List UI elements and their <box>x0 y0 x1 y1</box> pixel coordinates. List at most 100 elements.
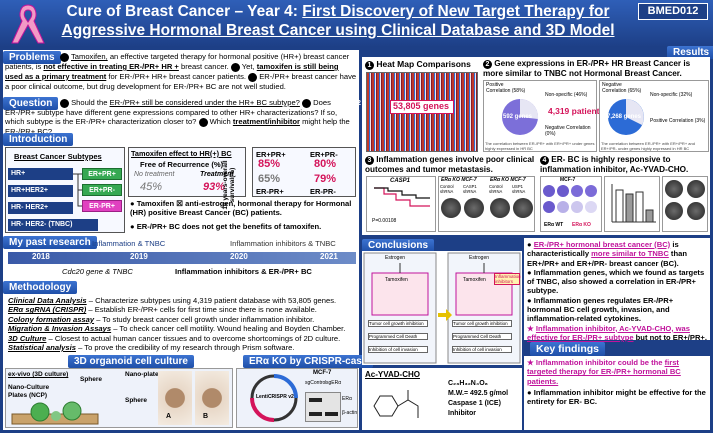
western-lane-2: sgERα <box>326 380 342 386</box>
colony-well <box>543 201 555 213</box>
method-row: ERα sgRNA (CRISPR) – Establish ER-/PR+ c… <box>8 305 317 315</box>
band-label-actin: β-actin <box>342 410 358 416</box>
ex-vivo-label: ex-vivo (3D culture) <box>8 371 69 378</box>
intro-bullet-2: ● ER-/PR+ BC does not get the benefits o… <box>130 222 322 231</box>
diagram-death-2: Programmed Cell Death <box>452 333 512 340</box>
colony-ko-label: ERα KO <box>572 222 591 228</box>
invasion-well-2 <box>464 198 484 218</box>
invasion-well-4 <box>513 198 533 218</box>
poster-title: Cure of Breast Cancer – Year 4: First Di… <box>61 3 615 39</box>
conclusions-label: Conclusions <box>362 239 435 252</box>
subtype-hr-pos: HR+ <box>8 168 73 180</box>
pie-figure-1 <box>483 80 597 152</box>
km-plot <box>366 176 436 232</box>
diagram-inhib-1: Inhibition of cell invasion <box>368 346 428 353</box>
micrograph-a <box>158 371 192 425</box>
drug-mw: M.W.= 492.5 g/mol <box>448 390 509 397</box>
colony-bar-chart <box>611 184 656 223</box>
result-4-title: 4 ER- BC is highly responsive to inflamm… <box>540 155 689 174</box>
subtypes-title: Breast Cancer Subtypes <box>14 152 102 161</box>
branch-er-neg-pr-pos: ER-PR+ <box>82 200 122 212</box>
pie1-nonspecific: Non-specific (46%) <box>545 92 588 98</box>
grid-br-label: ER-PR- <box>310 187 336 196</box>
micrograph-2 <box>687 180 705 198</box>
drug-structure <box>373 390 419 418</box>
col-usp1: USP1 shRNA <box>512 184 526 194</box>
drug-formula: C₂₃H₃₂N₄O₈ <box>448 380 488 387</box>
invasion-well-3 <box>490 198 510 218</box>
band-actin-1 <box>309 412 322 416</box>
key-finding-1: ★ Inflammation inhibitor could be the fi… <box>527 358 681 386</box>
pie2-caption: The correlation between ER-/PR+ with ER+… <box>601 141 695 151</box>
year-2021: 2021 <box>320 252 338 261</box>
pie2-nonspecific: Non-specific (32%) <box>650 92 693 98</box>
branch-er-pos-pr-neg: ER+PR- <box>82 184 122 196</box>
colony-well <box>543 185 555 197</box>
colony-well <box>571 185 583 197</box>
diagram-death-1: Programmed Cell Death <box>368 333 428 340</box>
band-label-era: ERα <box>342 396 352 402</box>
km-gene-label: CASP1 <box>390 178 411 184</box>
intro-bullet-1: ● Tamoxifen ☒ anti-estrogen, hormonal th… <box>130 199 352 218</box>
method-row: Statistical analysis – To prove the cred… <box>8 343 295 353</box>
grid-tl-value: 85% <box>258 158 281 170</box>
diagram-estrogen-2: Estrogen <box>469 255 490 261</box>
project-tag: BMED012 <box>638 3 708 20</box>
diagram-tamoxifen-1: Tamoxifen <box>385 277 408 283</box>
km-pvalue: P=0.00108 <box>372 218 397 224</box>
pie-chart-2 <box>608 99 644 135</box>
sphere-label-2: Sphere <box>125 397 148 404</box>
ncp-sphere-illustration <box>11 401 99 425</box>
heatmap <box>366 72 478 152</box>
grid-bl-value: 65% <box>258 173 281 185</box>
introduction-label: Introduction <box>3 133 74 146</box>
diagram-tamoxifen-2: Tamoxifen <box>463 277 486 283</box>
pie1-caption: The correlation between ER-/PR+ with ER+… <box>485 141 595 151</box>
free-recurrence-label: Free of Recurrence (%) <box>140 160 224 169</box>
grid-bl-label: ER-PR+ <box>256 187 284 196</box>
organoid-label: 3D organoid cell culture <box>68 355 194 368</box>
result-2-title: 2 Gene expressions in ER-/PR+ HR Breast … <box>483 59 691 78</box>
no-treatment-value: 45% <box>140 181 163 193</box>
colony-wt-label: ERα WT <box>544 222 564 228</box>
drug-panel <box>362 368 522 430</box>
question-body: 1 Should the ER-/PR+ still be considered… <box>5 98 361 137</box>
timeline-bar <box>8 252 356 264</box>
western-cell-line: MCF-7 <box>313 370 332 376</box>
header-bar <box>0 0 713 47</box>
key-findings-label: Key findings <box>530 342 606 356</box>
sphere-label: Sphere <box>80 376 103 383</box>
year-2018: 2018 <box>32 252 50 261</box>
plasmid-name: LentiCRISPR v2 <box>256 394 294 400</box>
pie2-negative: Negative Correlation (65%) <box>602 82 642 94</box>
micrograph-4 <box>687 202 705 220</box>
key-finding-2: ● Inflammation inhibitor might be effect… <box>527 388 706 407</box>
colony-well <box>585 185 597 197</box>
subtype-hr-her2-pos: HR+HER2+ <box>8 185 73 197</box>
timeline-event-top-1: Inflammation & TNBC <box>92 239 166 248</box>
conclusion-bullet: ● Inflammation genes regulates ER-/PR+ h… <box>527 295 674 324</box>
diagram-inflam: Inflammation inhibitors <box>494 273 521 285</box>
band-era-control <box>309 398 322 402</box>
micrograph-b <box>195 371 229 425</box>
drug-target: Caspase 1 (ICE) <box>448 400 501 407</box>
grid-tr-value: 80% <box>314 158 337 170</box>
western-lane-1: sgControl <box>305 380 327 386</box>
crispr-label: ERα KO by CRISPR-cas9 <box>243 355 374 368</box>
micrograph-b-label: B <box>203 413 209 420</box>
results-label: Results <box>667 46 713 59</box>
tamoxifen-title: Tamoxifen effect to HR(+) BC <box>131 149 232 158</box>
diagram-growth-1: Tumor cell growth inhibition <box>368 320 428 327</box>
conclusion-bullet: ● ER-/PR+ hormonal breast cancer (BC) is… <box>527 240 687 268</box>
treatment-value: 93% <box>203 181 226 193</box>
question-label: Question <box>3 97 59 110</box>
pie-chart-1 <box>502 98 539 135</box>
year-2020: 2020 <box>230 252 248 261</box>
colony-well <box>557 185 569 197</box>
pie1-positive: Positive Correlation (58%) <box>486 82 526 94</box>
colony-well <box>557 201 569 213</box>
col-control-1: Control shRNA <box>440 184 454 194</box>
result-3-title: 3 Inflammation genes involve poor clinic… <box>365 155 535 174</box>
conclusion-bullets-panel <box>524 238 710 340</box>
method-row: Clinical Data Analysis – Characterize su… <box>8 296 337 305</box>
